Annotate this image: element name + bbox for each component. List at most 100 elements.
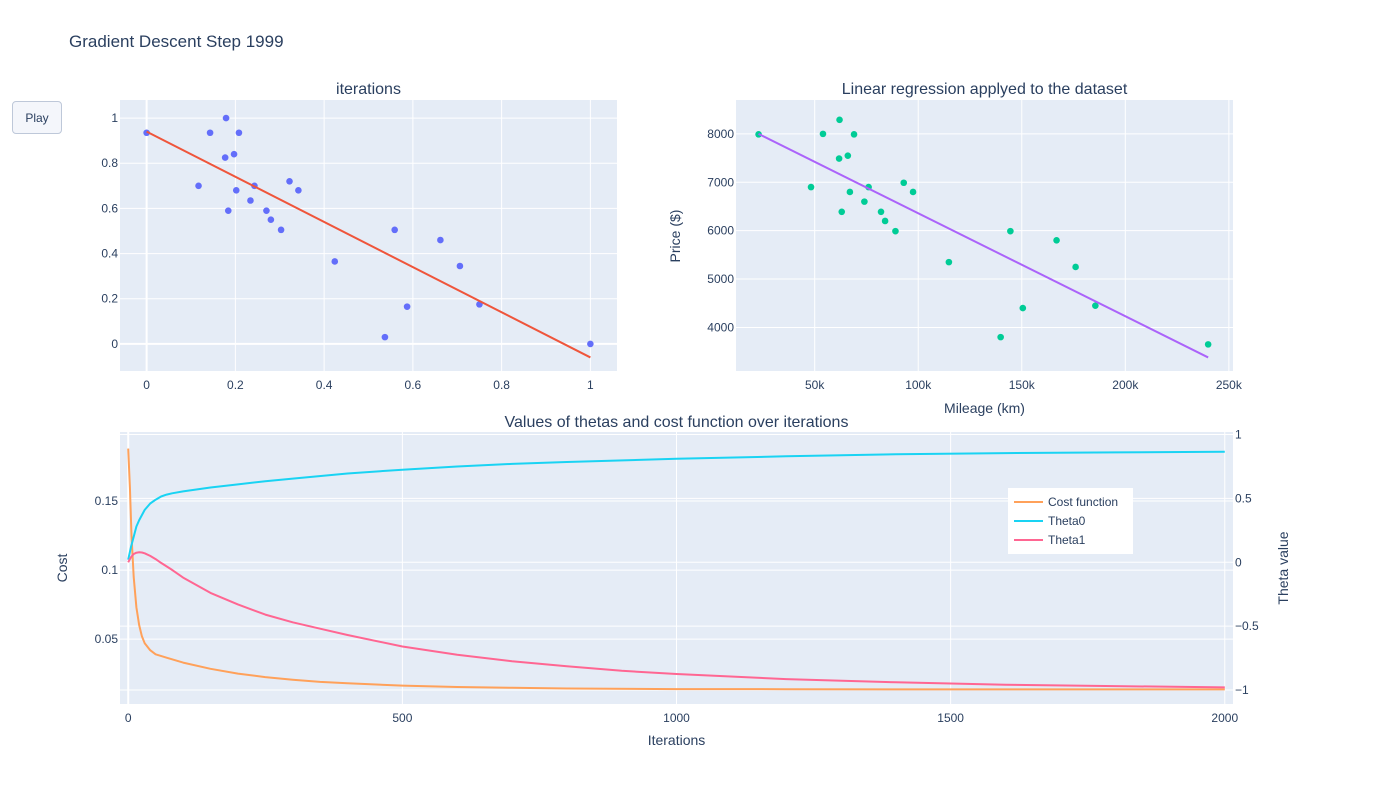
left-data-point — [206, 129, 214, 137]
left-data-point — [391, 226, 398, 234]
left-y-tick-label: 0.2 — [101, 292, 118, 306]
left-plot-background — [120, 100, 617, 371]
right-x-tick-label: 100k — [905, 378, 932, 392]
bottom-y2-tick-label: 0.5 — [1235, 491, 1252, 505]
line-plot-thetas-cost: 0 500 1000 1500 2000 0.05 0.1 0.15 1 0.5 0 −0.5 −1 Va… — [54, 414, 1291, 748]
left-data-point — [437, 236, 444, 244]
bottom-x-tick-label: 1500 — [937, 711, 964, 725]
left-x-tick-label: 0.4 — [316, 378, 333, 392]
theta0-line — [127, 450, 1225, 560]
left-data-point — [381, 333, 389, 341]
bottom-x-axis-title: Iterations — [648, 732, 706, 748]
left-x-tick-label: 1 — [587, 378, 594, 392]
theta1-line — [127, 551, 1225, 689]
bottom-x-tick-label: 500 — [392, 711, 412, 725]
right-data-point — [861, 198, 868, 205]
bottom-legend: Cost function Theta0 Theta1 — [1008, 488, 1133, 554]
right-data-point — [892, 227, 899, 235]
bottom-x-tick-label: 2000 — [1211, 711, 1238, 725]
left-data-point — [224, 207, 232, 214]
bottom-y2-tick-label: −1 — [1235, 683, 1249, 697]
legend-label: Theta0 — [1048, 514, 1086, 528]
right-data-point — [838, 208, 846, 216]
left-data-point — [456, 262, 464, 270]
right-data-point — [844, 152, 852, 159]
right-data-point — [850, 131, 858, 138]
left-x-tick-label: 0.8 — [493, 378, 510, 392]
left-data-point — [295, 187, 302, 194]
right-data-point — [807, 183, 815, 191]
bottom-y-axis-title: Cost — [54, 554, 70, 583]
left-y-tick-label: 0.4 — [101, 247, 118, 261]
left-data-point — [143, 129, 150, 137]
play-button[interactable]: Play — [12, 101, 62, 134]
scatter-plot-regression: 50k 100k 150k 200k 250k 4000 5000 6000 7000 8000 L… — [667, 81, 1243, 416]
bottom-y2-axis-title: Theta value — [1275, 531, 1291, 604]
right-plot-background — [736, 100, 1233, 371]
right-x-tick-label: 150k — [1009, 378, 1036, 392]
right-y-tick-label: 7000 — [707, 175, 734, 189]
right-data-point — [900, 179, 908, 187]
left-data-point — [221, 154, 229, 161]
right-y-tick-label: 8000 — [707, 127, 734, 141]
legend-label: Theta1 — [1048, 533, 1086, 547]
right-data-point — [1019, 304, 1027, 312]
left-y-tick-label: 0.8 — [101, 156, 118, 170]
right-y-tick-label: 6000 — [707, 224, 734, 238]
left-x-tick-label: 0.2 — [227, 378, 244, 392]
left-data-point — [195, 182, 202, 190]
right-data-point — [1204, 341, 1212, 348]
left-data-point — [247, 197, 254, 204]
left-data-point — [263, 207, 270, 214]
right-y-axis-title: Price ($) — [667, 210, 683, 263]
right-data-point — [881, 217, 889, 225]
left-y-tick-label: 0.6 — [101, 201, 118, 215]
right-subplot-title: Linear regression applyed to the dataset — [842, 81, 1128, 98]
left-y-tick-label: 0 — [111, 337, 118, 351]
right-data-point — [1007, 227, 1014, 235]
right-data-point — [909, 188, 917, 196]
scatter-plot-iterations: 0 0.2 0.4 0.6 0.8 1 0 0.2 0.4 0.6 0.8 1 iterations — [101, 81, 617, 392]
left-data-point — [267, 216, 275, 223]
right-data-point — [945, 258, 953, 266]
right-y-tick-label: 5000 — [707, 272, 734, 286]
right-x-axis-title: Mileage (km) — [944, 400, 1025, 416]
right-y-tick-label: 4000 — [707, 320, 734, 334]
right-x-tick-label: 50k — [805, 378, 825, 392]
left-fit-line — [146, 130, 591, 359]
right-x-tick-label: 250k — [1216, 378, 1243, 392]
bottom-y2-tick-label: 1 — [1235, 428, 1242, 442]
left-data-point — [286, 178, 293, 185]
bottom-y-tick-label: 0.05 — [95, 632, 119, 646]
left-data-point — [230, 150, 238, 158]
right-fit-line — [758, 132, 1209, 359]
legend-label: Cost function — [1048, 495, 1118, 509]
bottom-y-tick-label: 0.15 — [95, 494, 119, 508]
left-data-point — [222, 114, 230, 122]
left-data-point — [235, 129, 243, 137]
right-data-point — [1072, 263, 1079, 271]
right-data-point — [1092, 302, 1099, 309]
left-data-point — [232, 187, 240, 194]
figure-title: Gradient Descent Step 1999 — [69, 32, 284, 51]
bottom-y2-tick-label: −0.5 — [1235, 619, 1259, 633]
right-data-point — [835, 155, 843, 162]
right-data-point — [997, 333, 1004, 341]
cost-function-line — [127, 448, 1225, 691]
bottom-subplot-title: Values of thetas and cost function over … — [505, 414, 849, 431]
right-data-point — [819, 130, 827, 138]
left-y-tick-label: 1 — [111, 111, 118, 125]
left-data-point — [331, 258, 339, 265]
left-subplot-title: iterations — [336, 81, 401, 98]
right-x-tick-label: 200k — [1112, 378, 1139, 392]
left-data-point — [277, 226, 285, 234]
right-data-point — [877, 208, 885, 216]
right-data-point — [846, 188, 854, 196]
left-data-point — [587, 340, 594, 348]
bottom-y-tick-label: 0.1 — [101, 563, 118, 577]
right-data-point — [836, 116, 843, 124]
left-data-point — [403, 303, 411, 310]
bottom-y2-tick-label: 0 — [1235, 555, 1242, 569]
right-data-point — [1053, 237, 1060, 244]
